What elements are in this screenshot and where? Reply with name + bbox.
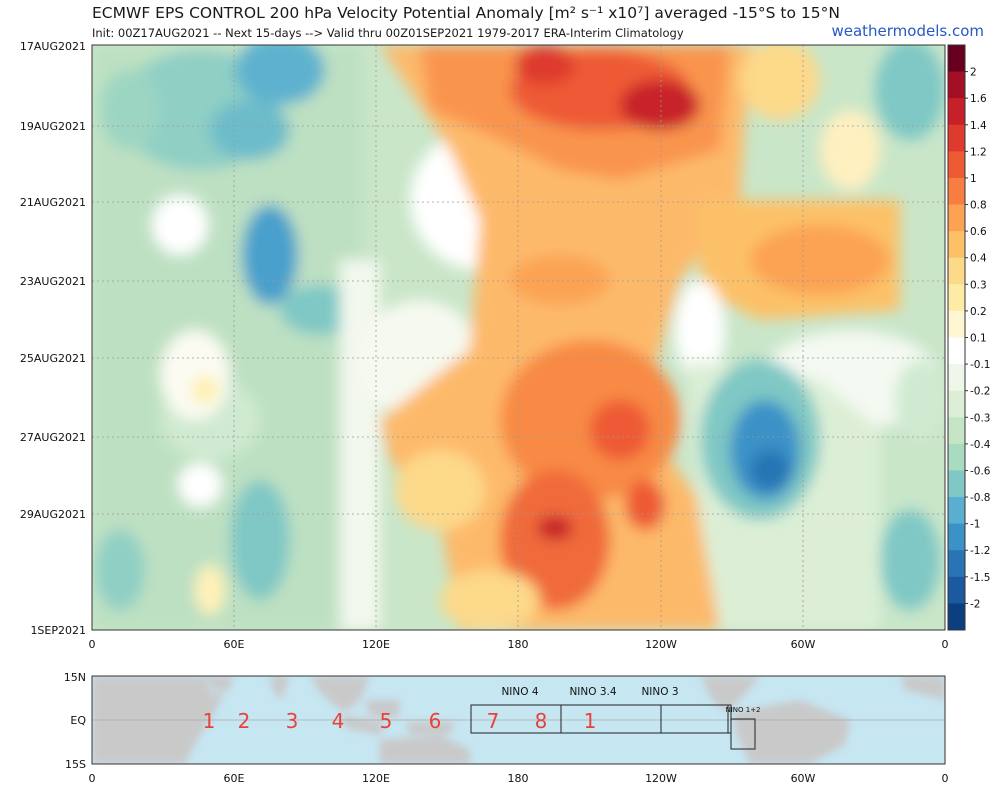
x-axis: 0 60E 120E 180 120W 60W 0 [89, 638, 949, 651]
y-tick-label: 23AUG2021 [20, 275, 86, 288]
colorbar-label: -0.8 [970, 492, 991, 504]
y-tick-label: 1SEP2021 [30, 624, 86, 637]
map-y-tick: EQ [70, 714, 86, 727]
colorbar-swatch [948, 177, 965, 206]
y-tick-label: 21AUG2021 [20, 196, 86, 209]
region-number: 7 [487, 709, 500, 733]
chart-subtitle: Init: 00Z17AUG2021 -- Next 15-days --> V… [92, 26, 684, 40]
colorbar-label: -0.6 [970, 465, 991, 477]
map-x-tick: 120E [362, 772, 390, 785]
colorbar-swatch [948, 417, 965, 445]
colorbar-label: 0.4 [970, 253, 987, 265]
map-x-tick: 0 [89, 772, 96, 785]
colorbar-swatch [948, 390, 965, 418]
x-tick-label: 0 [89, 638, 96, 651]
colorbar-label: 0.6 [970, 226, 987, 238]
x-tick-label: 0 [942, 638, 949, 651]
colorbar: 2 1.6 1.4 1.2 1 0.8 0.6 0.4 0.3 0.2 0.1 -0.1 -0.2 -0.… [947, 44, 991, 631]
map-frame [91, 675, 946, 765]
colorbar-label: -1.5 [970, 572, 991, 584]
colorbar-label: 1.2 [970, 146, 987, 158]
heatmap [92, 45, 945, 630]
nino34-box [560, 704, 729, 734]
colorbar-swatch [948, 603, 965, 631]
region-number: 8 [535, 709, 548, 733]
nino-label: NINO 1+2 [725, 706, 760, 714]
brand-link[interactable]: weathermodels.com [831, 22, 984, 40]
region-number: 1 [584, 709, 597, 733]
colorbar-swatch [948, 576, 965, 604]
plot-frame [91, 44, 946, 631]
nino-label: NINO 4 [501, 686, 538, 698]
colorbar-label: -2 [970, 598, 980, 610]
colorbar-label: -1.2 [970, 545, 991, 557]
colorbar-swatch [948, 284, 965, 312]
colorbar-swatch [948, 71, 965, 99]
nino12-box [730, 718, 756, 750]
map-x-tick: 60W [791, 772, 816, 785]
colorbar-swatch [948, 310, 965, 338]
colorbar-swatch [948, 523, 965, 551]
nino-label: NINO 3.4 [569, 686, 616, 698]
nino-label: NINO 3 [641, 686, 678, 698]
region-map: NINO 4 NINO 3.4 NINO 3 NINO 1+2 1 2 3 4 … [64, 671, 949, 785]
y-tick-label: 27AUG2021 [20, 431, 86, 444]
map-x-tick: 180 [508, 772, 529, 785]
colorbar-swatch [948, 257, 965, 285]
colorbar-swatch [948, 497, 965, 525]
map-x-tick: 60E [224, 772, 245, 785]
colorbar-swatch [948, 204, 965, 232]
map-x-tick: 120W [645, 772, 677, 785]
colorbar-swatch [948, 470, 965, 498]
colorbar-label: 0.8 [970, 200, 987, 212]
region-number: 3 [286, 709, 299, 733]
colorbar-swatch [948, 45, 965, 73]
colorbar-label: 0.1 [970, 333, 987, 345]
x-tick-label: 120W [645, 638, 677, 651]
colorbar-label: 0.3 [970, 279, 987, 291]
colorbar-label: -0.1 [970, 359, 991, 371]
colorbar-label: 2 [970, 67, 977, 79]
x-tick-label: 60W [791, 638, 816, 651]
colorbar-swatch [948, 550, 965, 578]
x-tick-label: 60E [224, 638, 245, 651]
region-number: 1 [203, 709, 216, 733]
map-x-tick: 0 [942, 772, 949, 785]
y-tick-label: 19AUG2021 [20, 120, 86, 133]
chart-title: ECMWF EPS CONTROL 200 hPa Velocity Poten… [92, 4, 840, 22]
colorbar-swatch [948, 337, 965, 365]
map-y-tick: 15N [64, 671, 86, 684]
colorbar-label: 1.6 [970, 93, 987, 105]
colorbar-swatch [948, 443, 965, 471]
colorbar-swatch [948, 151, 965, 179]
y-tick-label: 25AUG2021 [20, 352, 86, 365]
y-tick-label: 29AUG2021 [20, 508, 86, 521]
colorbar-label: 0.2 [970, 306, 987, 318]
colorbar-label: -0.4 [970, 439, 991, 451]
colorbar-swatch [948, 98, 965, 126]
region-number: 2 [238, 709, 251, 733]
colorbar-swatch [948, 364, 965, 392]
colorbar-swatch [948, 231, 965, 259]
region-number: 4 [332, 709, 345, 733]
colorbar-label: -0.3 [970, 412, 991, 424]
y-axis: 17AUG2021 19AUG2021 21AUG2021 23AUG2021 … [20, 40, 86, 637]
grid-lines [92, 45, 945, 630]
map-y-tick: 15S [65, 758, 86, 771]
region-number: 6 [429, 709, 442, 733]
x-tick-label: 180 [508, 638, 529, 651]
colorbar-label: 1.4 [970, 120, 987, 132]
colorbar-label: -1 [970, 519, 980, 531]
y-tick-label: 17AUG2021 [20, 40, 86, 53]
colorbar-label: 1 [970, 173, 977, 185]
region-number: 5 [380, 709, 393, 733]
x-tick-label: 120E [362, 638, 390, 651]
colorbar-label: -0.2 [970, 386, 991, 398]
colorbar-swatch [948, 124, 965, 152]
